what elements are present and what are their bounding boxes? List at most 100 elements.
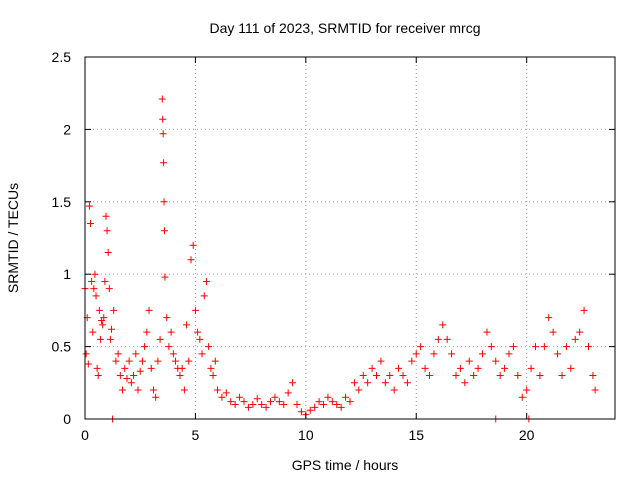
data-point [167,328,175,336]
data-point [104,248,112,256]
data-point [249,401,257,409]
data-point [381,379,389,387]
data-point [165,343,173,351]
data-point [185,357,193,365]
data-point [205,343,213,351]
data-point [439,321,447,329]
data-point [580,306,588,314]
data-point [172,357,180,365]
data-point [152,393,160,401]
data-point [121,364,129,372]
data-point [200,292,208,300]
data-point [253,395,261,403]
data-point [395,364,403,372]
data-point [483,328,491,336]
data-point [275,398,283,406]
data-point [89,328,97,336]
data-point [143,328,151,336]
data-point [169,350,177,358]
data-point [337,403,345,411]
data-point [523,386,531,394]
data-point [289,379,297,387]
data-point [328,398,336,406]
data-point [198,350,206,358]
data-point [103,227,111,235]
data-point [159,115,167,123]
data-point [214,386,221,394]
data-point [119,386,127,394]
data-point [368,364,376,372]
data-point [479,350,486,358]
data-point [163,314,171,322]
data-point [191,306,199,314]
data-point [149,386,157,394]
data-point [359,372,367,380]
data-point [130,372,138,380]
data-point [231,401,239,409]
data-point [426,372,433,380]
data-point [180,386,188,394]
data-point [147,364,155,372]
data-point [141,343,149,351]
data-point [324,393,332,401]
data-point [82,350,90,358]
data-point [399,372,407,380]
x-tick-label: 5 [192,427,200,443]
data-point [408,357,416,365]
data-point [125,357,133,365]
data-point [114,350,122,358]
data-point [377,357,385,365]
data-point [487,343,495,351]
y-axis-label: SRMTID / TECUs [5,183,21,293]
data-point [160,198,168,206]
data-point [452,372,460,380]
x-tick-label: 15 [408,427,424,443]
data-point [158,95,166,103]
y-tick-label: 2.5 [52,49,72,65]
data-point [160,159,168,167]
data-point [145,306,153,314]
data-point [549,328,557,336]
data-point [262,403,270,411]
y-tick-label: 2 [63,121,71,137]
data-point [545,314,553,322]
data-point [96,335,104,343]
data-point [102,212,110,220]
data-point [99,321,107,329]
data-point [211,357,219,365]
data-point [92,292,100,300]
data-point [403,379,411,387]
data-point [271,393,279,401]
data-point [123,374,131,382]
data-point [138,357,146,365]
grid [85,57,615,419]
y-tick-label: 0 [63,411,71,427]
data-point [465,357,473,365]
y-tick-label: 0.5 [52,339,72,355]
data-point [585,343,592,351]
data-point [106,335,114,343]
data-point [364,379,372,387]
data-point [293,401,301,409]
data-point [161,273,169,281]
data-point [589,372,597,380]
data-point [390,386,398,394]
data-point [85,202,93,210]
data-point [134,386,142,394]
data-point [202,277,210,285]
data-point [84,360,92,368]
data-point [95,306,103,314]
data-point [505,350,513,358]
data-point [430,350,438,358]
data-point [421,364,429,372]
data-point [236,393,244,401]
data-point [176,372,184,380]
data-point [110,306,118,314]
data-point [532,343,539,351]
data-point [100,314,108,322]
data-point [183,321,191,329]
x-axis-label: GPS time / hours [292,457,399,473]
data-point [127,379,135,387]
x-tick-label: 10 [298,427,314,443]
